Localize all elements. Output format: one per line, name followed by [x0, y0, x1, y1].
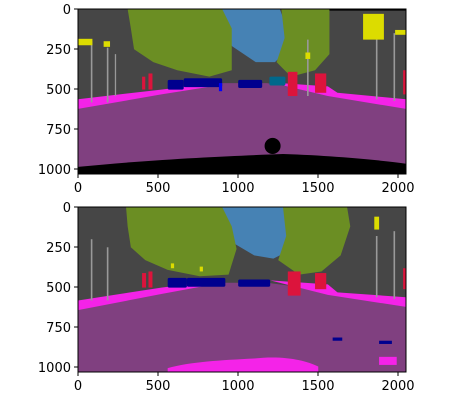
bottom-ytick-label: 0 — [63, 201, 71, 216]
bottom-x-axis: 0 500 1000 1500 2000 — [74, 372, 415, 394]
bottom-ytick-label: 500 — [46, 281, 71, 296]
bottom-segmentation-image — [78, 207, 406, 372]
bottom-y-axis: 0 250 500 750 1000 — [38, 201, 78, 376]
bottom-axes-frame — [77, 206, 407, 373]
top-ytick-label: 0 — [63, 3, 71, 18]
top-ytick-label: 1000 — [38, 163, 71, 178]
top-xtick-label: 500 — [146, 181, 171, 196]
top-y-axis: 0 250 500 750 1000 — [38, 3, 78, 178]
bottom-panel: 0 500 1000 1500 2000 0 250 500 750 1000 — [38, 201, 415, 394]
bottom-ytick-label: 750 — [46, 321, 71, 336]
top-segmentation-image — [78, 9, 406, 174]
bottom-ytick-label: 1000 — [38, 361, 71, 376]
bottom-xtick-label: 500 — [146, 379, 171, 394]
top-xtick-label: 1500 — [301, 181, 334, 196]
top-xtick-label: 2000 — [381, 181, 414, 196]
top-ytick-label: 250 — [46, 43, 71, 58]
top-panel: 0 500 1000 1500 2000 0 250 500 750 1000 — [38, 3, 415, 196]
top-x-axis: 0 500 1000 1500 2000 — [74, 174, 415, 196]
top-axes-frame — [77, 8, 407, 175]
top-ytick-label: 500 — [46, 83, 71, 98]
bottom-xtick-label: 1500 — [301, 379, 334, 394]
bottom-xtick-label: 2000 — [381, 379, 414, 394]
bottom-xtick-label: 0 — [74, 379, 82, 394]
top-xtick-label: 1000 — [221, 181, 254, 196]
bottom-ytick-label: 250 — [46, 241, 71, 256]
top-xtick-label: 0 — [74, 181, 82, 196]
bottom-xtick-label: 1000 — [221, 379, 254, 394]
top-ytick-label: 750 — [46, 123, 71, 138]
